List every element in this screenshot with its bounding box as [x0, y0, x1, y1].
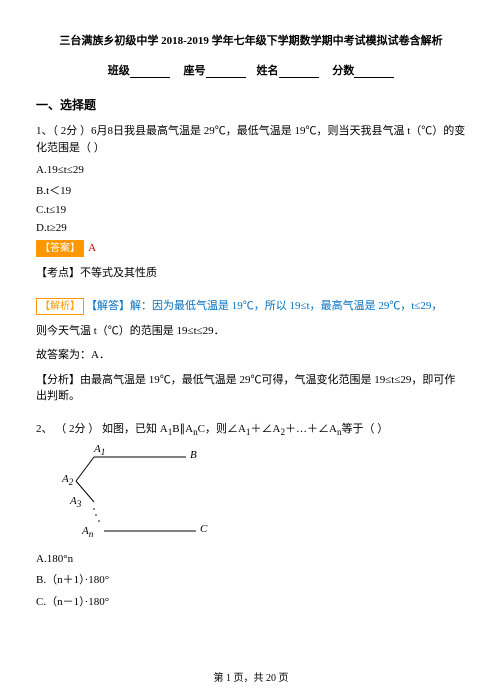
q1-analysis-2: 则今天气温 t（℃）的范围是 19≤t≤29．	[36, 323, 466, 340]
label-c: C	[200, 523, 207, 535]
kp-value: 不等式及其性质	[80, 267, 157, 279]
blank-seat	[206, 66, 246, 78]
label-seat: 座号	[184, 65, 206, 77]
q1-analysis-3: 故答案为：A．	[36, 347, 466, 364]
blank-class	[130, 66, 170, 78]
q2-stem-f: 等于（ ）	[342, 423, 389, 435]
q1-analysis-1: 【解析】【解答】解：因为最低气温是 19℃，所以 19≤t，最高气温是 29℃，…	[36, 298, 466, 315]
q2-stem-a: 2、 （ 2分 ） 如图，已知 A	[36, 423, 168, 435]
answer-label: 【答案】	[36, 240, 84, 257]
label-a2: A2	[62, 473, 73, 487]
label-name: 姓名	[257, 65, 279, 77]
blank-name	[279, 66, 319, 78]
q1-opt-d: D.t≥29	[36, 222, 466, 234]
q2-stem: 2、 （ 2分 ） 如图，已知 A1B∥AnC，则∠A1＋∠A2＋…＋∠An等于…	[36, 421, 466, 440]
q1-opt-b: B.t＜19	[36, 182, 466, 198]
page-footer: 第 1 页，共 20 页	[0, 669, 502, 684]
label-a3: A3	[70, 495, 81, 509]
label-a1: A1	[94, 443, 105, 457]
label-score: 分数	[332, 65, 354, 77]
q2-opt-b: B.（n＋1）·180°	[36, 571, 466, 587]
label-an: An	[82, 525, 93, 539]
q1-keypoint: 【考点】不等式及其性质	[36, 265, 466, 282]
q2-opt-a: A.180°n	[36, 553, 466, 565]
q1-analysis-4: 【分析】由最高气温是 19℃，最低气温是 29℃可得，气温变化范围是 19≤t≤…	[36, 372, 466, 405]
analysis-text-1: 【解答】解：因为最低气温是 19℃，所以 19≤t，最高气温是 29℃，t≤29…	[86, 300, 442, 312]
q1-stem: 1、（ 2分 ）6月8日我县最高气温是 29℃，最低气温是 19℃，则当天我县气…	[36, 123, 466, 156]
analysis-label: 【解析】	[36, 298, 84, 315]
label-b: B	[190, 449, 197, 461]
form-row: 班级 座号 姓名 分数	[36, 62, 466, 78]
q2-opt-c: C.（n－1）·180°	[36, 593, 466, 609]
q1-opt-a: A.19≤t≤29	[36, 164, 466, 176]
q1-answer: 【答案】 A	[36, 240, 466, 257]
q2-stem-c: C，则∠A	[198, 423, 246, 435]
q1-opt-c: C.t≤19	[36, 204, 466, 216]
label-class: 班级	[108, 65, 130, 77]
blank-score	[354, 66, 394, 78]
q2-stem-b: B∥A	[172, 423, 193, 435]
q2-stem-e: ＋…＋∠A	[285, 423, 337, 435]
section-heading: 一、选择题	[36, 96, 466, 113]
kp-label: 【考点】	[36, 267, 80, 279]
q2-stem-d: ＋∠A	[251, 423, 281, 435]
page-title: 三台满族乡初级中学 2018-2019 学年七年级下学期数学期中考试模拟试卷含解…	[36, 32, 466, 48]
q2-diagram: A1 B A2 A3 An C	[66, 447, 226, 547]
answer-value: A	[88, 242, 96, 254]
